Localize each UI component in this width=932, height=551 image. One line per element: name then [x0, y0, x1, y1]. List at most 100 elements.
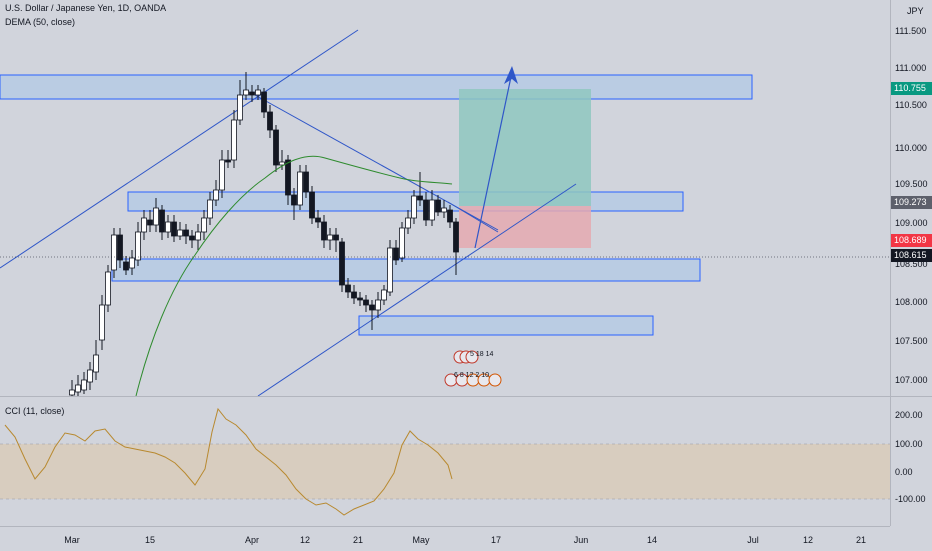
candle-body[interactable]	[345, 284, 351, 293]
candle-body[interactable]	[309, 191, 315, 219]
economic-events[interactable]: 5 18 14 6 8 12 2 10	[444, 350, 502, 387]
candle-body[interactable]	[93, 354, 99, 373]
candle-body[interactable]	[129, 257, 135, 269]
candle-body[interactable]	[453, 221, 459, 253]
candle-body[interactable]	[99, 304, 105, 341]
candle-body[interactable]	[75, 384, 81, 393]
long-position-stop[interactable]	[459, 206, 591, 248]
target-price-tag: 110.755	[891, 82, 932, 95]
candle-body[interactable]	[387, 247, 393, 293]
candle-body[interactable]	[213, 189, 219, 201]
candle-body[interactable]	[369, 304, 375, 311]
price-chart-pane[interactable]: 5 18 14 6 8 12 2 10 U.S. Dollar / Japane…	[0, 0, 890, 396]
candle-body[interactable]	[381, 289, 387, 301]
support-resistance-zone[interactable]	[111, 258, 701, 282]
candle-body[interactable]	[171, 221, 177, 237]
candle-body[interactable]	[123, 261, 129, 271]
candle-body[interactable]	[273, 129, 279, 166]
cci-canvas[interactable]	[0, 397, 890, 517]
time-label: 17	[490, 535, 502, 545]
time-label: 21	[352, 535, 364, 545]
dema-legend[interactable]: DEMA (50, close)	[5, 17, 76, 27]
candle-body[interactable]	[111, 234, 117, 271]
cci-legend[interactable]: CCI (11, close)	[5, 406, 65, 416]
candle-body[interactable]	[105, 271, 111, 306]
candle-body[interactable]	[285, 159, 291, 196]
candle-body[interactable]	[153, 207, 159, 226]
dema-line[interactable]	[135, 155, 453, 396]
time-label: Jul	[747, 535, 759, 545]
price-tick: 107.500	[895, 336, 928, 346]
projection-line[interactable]	[447, 201, 499, 233]
price-chart-canvas[interactable]: 5 18 14 6 8 12 2 10	[0, 0, 890, 396]
candle-body[interactable]	[117, 234, 123, 261]
trendline[interactable]	[0, 29, 359, 269]
candle-body[interactable]	[351, 291, 357, 299]
candle-body[interactable]	[429, 199, 435, 221]
candle-body[interactable]	[177, 229, 183, 237]
support-resistance-zone[interactable]	[0, 74, 753, 100]
trendline[interactable]	[257, 183, 577, 396]
candle-body[interactable]	[447, 209, 453, 223]
candle-body[interactable]	[315, 217, 321, 223]
candle-body[interactable]	[333, 234, 339, 241]
candle-body[interactable]	[327, 234, 333, 241]
candle-body[interactable]	[279, 161, 285, 166]
event-row-2: 6 8 12 2 10	[454, 372, 489, 379]
cci-tick: 0.00	[895, 467, 913, 477]
candle-body[interactable]	[81, 379, 87, 391]
candle-body[interactable]	[261, 91, 267, 113]
candle-body[interactable]	[183, 229, 189, 237]
candle-body[interactable]	[237, 94, 243, 121]
candle-body[interactable]	[411, 195, 417, 219]
candle-body[interactable]	[219, 159, 225, 191]
candle-body[interactable]	[399, 227, 405, 259]
candle-body[interactable]	[375, 299, 381, 311]
candle-body[interactable]	[423, 199, 429, 221]
candle-body[interactable]	[159, 209, 165, 233]
candle-body[interactable]	[291, 194, 297, 206]
candle-body[interactable]	[321, 221, 327, 241]
candle-body[interactable]	[231, 119, 237, 161]
candle-body[interactable]	[165, 221, 171, 233]
candle-body[interactable]	[357, 297, 363, 301]
candle-body[interactable]	[201, 217, 207, 233]
candle-body[interactable]	[135, 231, 141, 261]
jp-flag-icon[interactable]	[488, 373, 502, 387]
candle-body[interactable]	[405, 217, 411, 229]
candle-body[interactable]	[141, 217, 147, 233]
candle-body[interactable]	[147, 219, 153, 226]
candle-body[interactable]	[417, 195, 423, 201]
time-axis[interactable]: Mar 15 Apr 12 21 May 17 Jun 14 Jul 12 21	[0, 526, 890, 551]
cci-line	[4, 407, 453, 516]
price-tick: 108.000	[895, 297, 928, 307]
candle-body[interactable]	[363, 299, 369, 306]
candle-body[interactable]	[297, 171, 303, 206]
candle-body[interactable]	[435, 199, 441, 213]
candle-body[interactable]	[189, 235, 195, 241]
time-label: 14	[646, 535, 658, 545]
symbol-legend[interactable]: U.S. Dollar / Japanese Yen, 1D, OANDA	[5, 3, 167, 13]
cci-tick: 200.00	[895, 410, 923, 420]
candle-body[interactable]	[249, 91, 255, 96]
long-position-target[interactable]	[459, 89, 591, 206]
candle-body[interactable]	[393, 247, 399, 261]
cci-pane[interactable]: CCI (11, close)	[0, 397, 890, 517]
candle-body[interactable]	[69, 389, 75, 396]
candle-body[interactable]	[225, 159, 231, 163]
projection-arrow[interactable]	[474, 71, 513, 249]
us-flag-icon[interactable]	[465, 350, 479, 364]
candle-body[interactable]	[303, 171, 309, 193]
candle-body[interactable]	[243, 89, 249, 96]
candle-body[interactable]	[255, 89, 261, 96]
candle-body[interactable]	[195, 231, 201, 241]
cci-axis[interactable]: 200.00 100.00 0.00 -100.00	[890, 397, 932, 526]
arrow-head-icon[interactable]	[504, 66, 518, 84]
support-resistance-zone[interactable]	[358, 315, 654, 336]
candle-body[interactable]	[267, 111, 273, 131]
candle-body[interactable]	[441, 207, 447, 213]
candle-body[interactable]	[207, 199, 213, 219]
candle-body[interactable]	[339, 241, 345, 286]
pane-divider[interactable]	[0, 396, 932, 397]
candle-body[interactable]	[87, 369, 93, 383]
